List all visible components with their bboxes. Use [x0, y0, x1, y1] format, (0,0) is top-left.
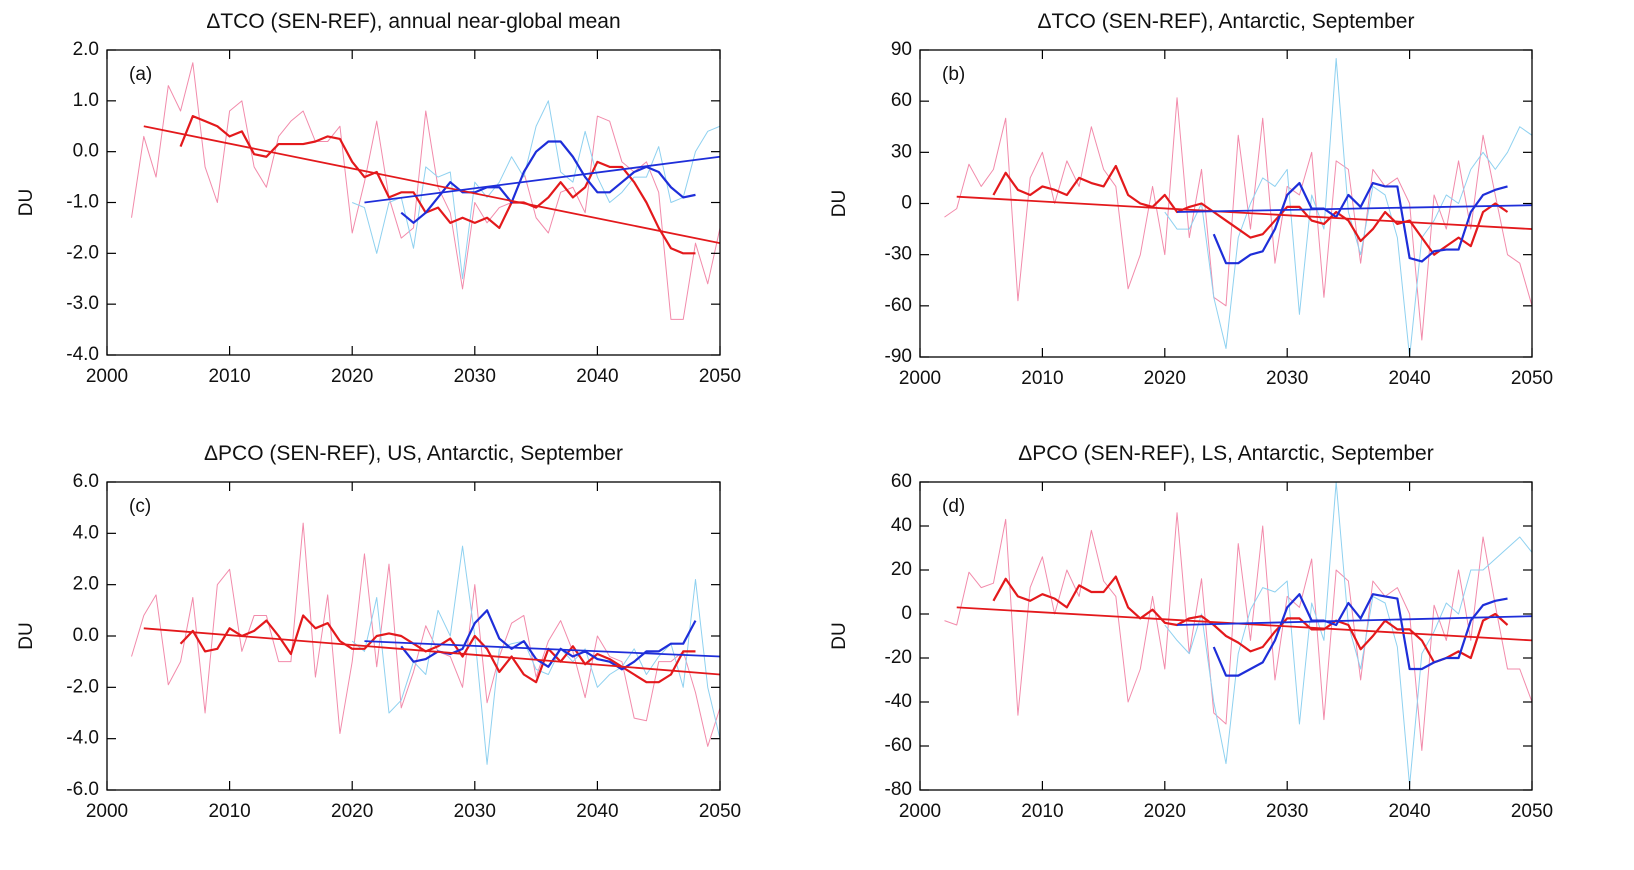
- plot-area: [944, 482, 1532, 787]
- series-line: [992, 575, 1509, 664]
- x-tick-label: 2050: [1511, 801, 1553, 822]
- series-line: [1212, 181, 1508, 265]
- y-tick-label: 20: [891, 559, 912, 580]
- y-tick-label: 2.0: [73, 39, 99, 60]
- chart-title: ΔTCO (SEN-REF), Antarctic, September: [1038, 10, 1415, 33]
- frame: [919, 481, 1533, 791]
- y-axis-label: DU: [16, 622, 37, 649]
- y-tick-label: 1.0: [73, 90, 99, 111]
- series-line: [992, 164, 1509, 256]
- x-tick-label: 2010: [208, 801, 250, 822]
- panel-label: (c): [129, 496, 151, 517]
- y-tick-label: -60: [885, 295, 912, 316]
- x-tick-label: 2040: [1388, 368, 1430, 389]
- series-line: [944, 97, 1532, 341]
- y-tick-label: 0: [901, 603, 912, 624]
- x-tick-label: 2030: [1266, 801, 1308, 822]
- x-tick-label: 2030: [1266, 368, 1308, 389]
- series-line: [944, 512, 1532, 751]
- y-tick-label: 40: [891, 515, 912, 536]
- series-line: [179, 114, 696, 255]
- x-tick-label: 2010: [1021, 368, 1063, 389]
- y-tick-label: 60: [891, 471, 912, 492]
- chart-title: ΔPCO (SEN-REF), LS, Antarctic, September: [1018, 442, 1433, 465]
- panel: ΔPCO (SEN-REF), LS, Antarctic, September…: [829, 442, 1553, 822]
- y-tick-label: -3.0: [66, 293, 99, 314]
- x-tick-label: 2000: [899, 368, 941, 389]
- panel-label: (d): [942, 496, 965, 517]
- panel: ΔTCO (SEN-REF), annual near-global mean D…: [16, 10, 741, 387]
- series-line: [1177, 615, 1532, 626]
- series-line: [364, 155, 720, 204]
- x-tick-label: 2040: [576, 801, 618, 822]
- y-tick-label: 2.0: [73, 574, 99, 595]
- chart-title: ΔTCO (SEN-REF), annual near-global mean: [206, 10, 620, 33]
- series-line: [131, 62, 720, 320]
- series-line: [1212, 593, 1508, 677]
- y-axis-label: DU: [829, 190, 850, 217]
- chart-title: ΔPCO (SEN-REF), US, Antarctic, September: [204, 442, 623, 465]
- y-tick-label: 0.0: [73, 625, 99, 646]
- panel-label: (b): [942, 64, 965, 85]
- x-tick-label: 2020: [1144, 801, 1186, 822]
- x-tick-label: 2050: [699, 801, 741, 822]
- x-tick-label: 2020: [331, 801, 373, 822]
- y-axis-label: DU: [829, 622, 850, 649]
- y-tick-label: -4.0: [66, 728, 99, 749]
- y-tick-label: 4.0: [73, 522, 99, 543]
- y-tick-label: -6.0: [66, 779, 99, 800]
- plot-area: [944, 58, 1532, 357]
- series-line: [179, 614, 696, 684]
- y-tick-label: 60: [891, 90, 912, 111]
- x-tick-label: 2030: [454, 366, 496, 387]
- y-tick-label: -20: [885, 647, 912, 668]
- x-tick-label: 2030: [454, 801, 496, 822]
- series-line: [1177, 204, 1532, 213]
- plot-area: [131, 62, 720, 320]
- x-tick-label: 2040: [1388, 801, 1430, 822]
- y-tick-label: -40: [885, 691, 912, 712]
- y-tick-label: -2.0: [66, 242, 99, 263]
- series-line: [364, 640, 720, 658]
- frame: [106, 481, 721, 791]
- y-tick-label: -2.0: [66, 676, 99, 697]
- series-line: [143, 125, 720, 245]
- y-tick-label: -1.0: [66, 192, 99, 213]
- x-tick-label: 2050: [699, 366, 741, 387]
- y-tick-label: 30: [891, 141, 912, 162]
- x-tick-label: 2000: [86, 366, 128, 387]
- y-tick-label: -4.0: [66, 344, 99, 365]
- y-tick-label: -80: [885, 779, 912, 800]
- x-tick-label: 2010: [208, 366, 250, 387]
- y-tick-label: 90: [891, 39, 912, 60]
- y-tick-label: -90: [885, 346, 912, 367]
- y-tick-label: -60: [885, 735, 912, 756]
- panel-label: (a): [129, 64, 152, 85]
- series-line: [1164, 58, 1532, 357]
- frame: [106, 49, 721, 356]
- series-line: [956, 195, 1532, 230]
- x-tick-label: 2050: [1511, 368, 1553, 389]
- y-tick-label: 0.0: [73, 141, 99, 162]
- x-tick-label: 2010: [1021, 801, 1063, 822]
- x-tick-label: 2020: [331, 366, 373, 387]
- series-line: [400, 609, 697, 671]
- panel: ΔPCO (SEN-REF), US, Antarctic, September…: [16, 442, 741, 822]
- x-tick-label: 2040: [576, 366, 618, 387]
- y-tick-label: 6.0: [73, 471, 99, 492]
- series-line: [1164, 482, 1532, 787]
- x-tick-label: 2000: [86, 801, 128, 822]
- x-tick-label: 2020: [1144, 368, 1186, 389]
- y-tick-label: 0: [901, 193, 912, 214]
- panel: ΔTCO (SEN-REF), Antarctic, September DU (b…: [829, 10, 1553, 389]
- y-tick-label: -30: [885, 244, 912, 265]
- series-line: [131, 522, 720, 747]
- x-tick-label: 2000: [899, 801, 941, 822]
- series-line: [143, 627, 720, 676]
- plot-area: [131, 522, 720, 765]
- series-line: [352, 100, 720, 280]
- y-axis-label: DU: [16, 189, 37, 216]
